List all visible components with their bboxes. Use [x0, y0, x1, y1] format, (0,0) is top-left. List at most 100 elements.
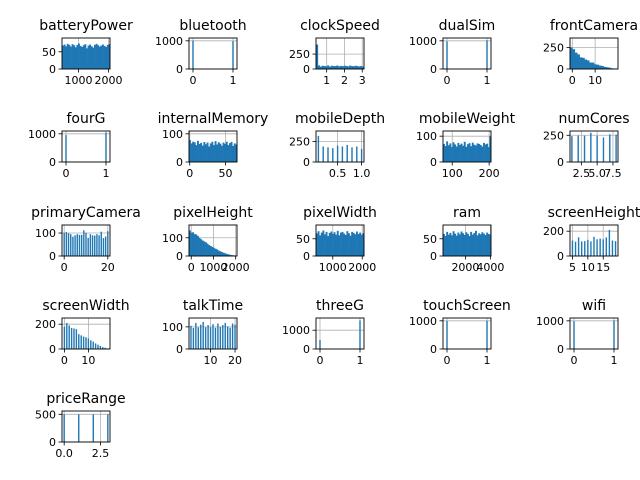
histogram-bar	[467, 144, 469, 162]
histogram-bar	[70, 234, 72, 256]
histogram-bar	[479, 144, 482, 162]
histogram-bar	[478, 143, 481, 162]
histogram-bar	[79, 45, 82, 69]
histogram-bar	[104, 347, 106, 349]
histogram-bar	[82, 336, 85, 349]
histogram-bar	[481, 146, 484, 162]
histogram-bar	[327, 236, 330, 256]
histogram-bar	[65, 46, 68, 69]
histogram-bar	[459, 234, 461, 256]
histogram-bar	[317, 65, 320, 69]
histogram-bar	[63, 414, 65, 442]
histogram-bar	[217, 250, 220, 256]
y-tick-label: 250	[289, 136, 310, 149]
y-tick-label: 0	[430, 343, 437, 356]
bars	[573, 320, 615, 349]
histogram-bar	[601, 65, 604, 69]
histogram-bar	[457, 232, 460, 256]
histogram-bar	[235, 144, 238, 162]
histogram-bar	[351, 231, 354, 256]
histogram-bar	[222, 325, 224, 349]
histogram-bar	[107, 414, 109, 442]
histogram-bar	[341, 146, 344, 162]
y-tick-label: 250	[289, 48, 310, 61]
histogram-bar	[351, 147, 353, 162]
subplot-primaryCamera: primaryCamera 0 20 0 100	[31, 205, 141, 274]
histogram-bar	[230, 255, 233, 256]
histogram-bar	[468, 236, 471, 256]
histogram-bar	[483, 233, 485, 256]
histogram-bar	[102, 44, 104, 69]
histogram-bar	[63, 44, 66, 69]
histogram-bar	[201, 240, 204, 256]
bars	[446, 320, 488, 349]
y-tick-label: 0	[557, 250, 564, 263]
y-tick-label: 250	[543, 41, 564, 54]
y-tick-label: 200	[543, 225, 564, 238]
histogram-bar	[484, 144, 487, 162]
histogram-bar	[481, 232, 484, 256]
histogram-bar	[70, 46, 72, 69]
axes-frame	[61, 410, 111, 443]
x-tick-label: 1000	[199, 261, 227, 274]
y-tick-label: 0	[303, 343, 310, 356]
y-tick-label: 1000	[155, 35, 183, 48]
bars	[319, 320, 361, 349]
histogram-bar	[577, 135, 579, 162]
histogram-bar	[352, 66, 356, 69]
subplot-batteryPower: batteryPower 1000 2000 0 50	[39, 18, 133, 87]
histogram-bar	[89, 44, 92, 69]
histogram-bar	[190, 325, 192, 349]
histogram-bar	[443, 143, 445, 162]
histogram-bar	[197, 327, 200, 349]
subplot-title: clockSpeed	[300, 18, 380, 34]
x-tick-label: 3	[359, 74, 366, 87]
histogram-bar	[227, 145, 230, 162]
histogram-bar	[230, 141, 233, 162]
x-tick-label: 0	[190, 74, 197, 87]
histogram-bar	[447, 145, 450, 162]
x-tick-label: 1	[484, 74, 491, 87]
x-tick-label: 1	[103, 167, 110, 180]
histogram-bar	[589, 62, 592, 69]
histogram-bar	[227, 254, 230, 256]
histogram-bar	[336, 65, 339, 69]
histogram-bar	[74, 235, 76, 256]
histogram-bar	[332, 66, 335, 69]
histogram-bar	[90, 340, 92, 349]
y-tick-label: 0	[176, 156, 183, 169]
histogram-bar	[197, 235, 199, 256]
x-tick-label: 15	[596, 261, 610, 274]
histogram-bar	[68, 44, 71, 69]
histogram-bar	[463, 234, 466, 256]
y-tick-label: 0	[557, 343, 564, 356]
subplot-bluetooth: bluetooth 0 1 0 1000	[155, 18, 247, 87]
histogram-bar	[86, 48, 88, 69]
y-tick-label: 0	[557, 63, 564, 76]
histogram-bar	[319, 66, 322, 69]
subplot-priceRange: priceRange 0.0 2.5 0 500	[35, 391, 126, 460]
axes-frame	[569, 317, 619, 350]
histogram-bar	[596, 239, 598, 256]
histogram-bar	[354, 65, 357, 69]
histogram-bar	[216, 144, 219, 162]
histogram-bar	[200, 239, 203, 256]
histogram-bar	[219, 326, 222, 349]
axes-frame	[315, 37, 365, 70]
histogram-bar	[322, 146, 324, 162]
histogram-bar	[92, 47, 95, 69]
axes-frame	[442, 224, 492, 257]
histogram-bar	[317, 135, 320, 162]
subplot-wifi: wifi 0 1 0 1000	[536, 298, 619, 367]
histogram-bar	[327, 65, 330, 69]
x-tick-label: 0.5	[329, 167, 347, 180]
histogram-bar	[325, 231, 328, 256]
histogram-bar	[475, 230, 477, 256]
histogram-bar	[75, 329, 78, 349]
histogram-bar	[577, 54, 580, 69]
histogram-bar	[78, 234, 81, 256]
axes-frame	[569, 224, 619, 257]
x-tick-label: 0	[569, 74, 576, 87]
histogram-bar	[67, 233, 70, 256]
histogram-bar	[206, 142, 209, 162]
